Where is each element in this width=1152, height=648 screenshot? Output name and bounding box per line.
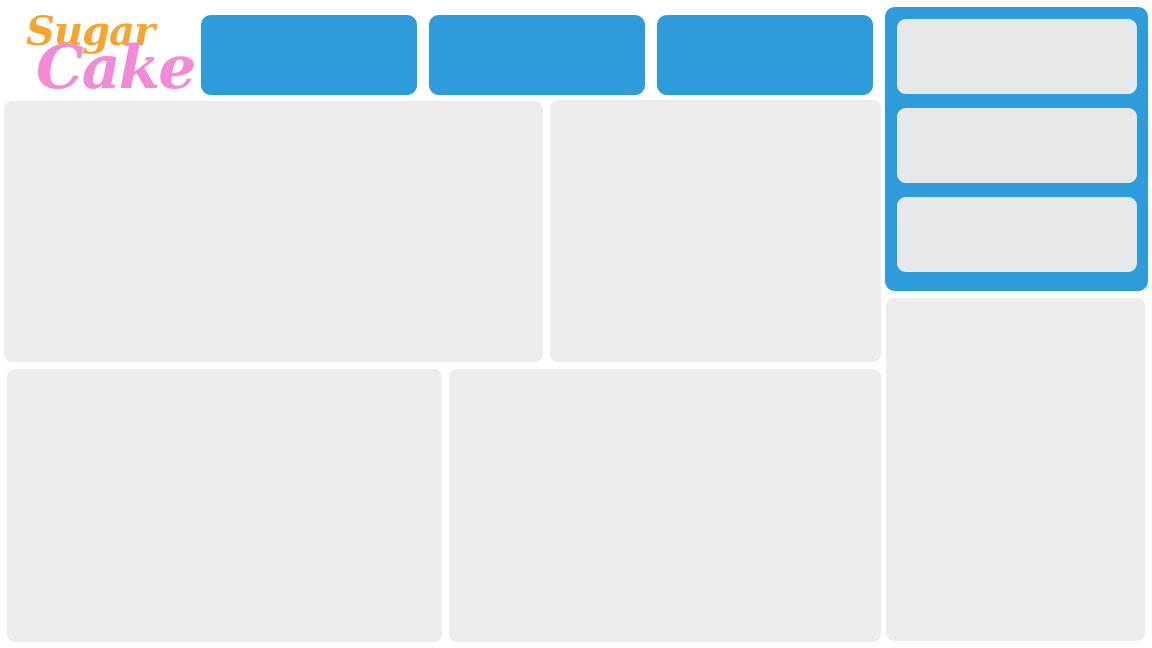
content-panel-top-right: [550, 100, 881, 362]
nav-button-3[interactable]: [657, 15, 873, 95]
logo-word-sugar: Sugar: [26, 8, 155, 55]
content-panel-bottom-left: [7, 369, 442, 642]
sugar-cake-logo: Sugar Cake: [22, 8, 196, 100]
side-menu-item-3[interactable]: [897, 197, 1137, 272]
side-menu: [885, 7, 1148, 291]
side-panel: [886, 298, 1145, 641]
side-menu-item-1[interactable]: [897, 19, 1137, 94]
nav-button-1[interactable]: [201, 15, 417, 95]
content-panel-bottom-right: [449, 369, 881, 642]
nav-button-2[interactable]: [429, 15, 645, 95]
side-menu-item-2[interactable]: [897, 108, 1137, 183]
content-panel-top-left: [4, 101, 543, 362]
logo-word-cake: Cake: [36, 33, 196, 103]
